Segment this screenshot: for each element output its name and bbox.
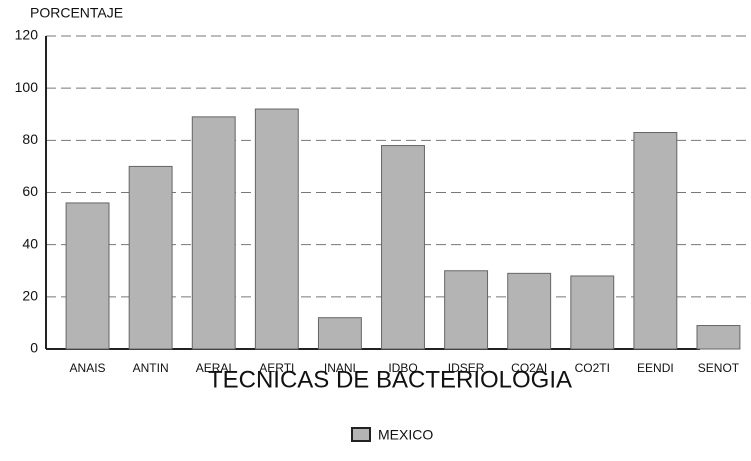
x-tick-label: AERTI (259, 361, 294, 375)
x-tick-label: SENOT (698, 361, 740, 375)
y-tick-label: 120 (15, 27, 39, 43)
x-tick-label: IDBO (388, 361, 417, 375)
bar (381, 145, 425, 350)
bar (633, 132, 678, 350)
x-tick-label: IDSER (448, 361, 485, 375)
bar (444, 270, 489, 350)
x-tick-label: ANAIS (70, 361, 106, 375)
y-axis-label: PORCENTAJE (30, 5, 123, 21)
bar (128, 165, 173, 350)
legend-label: MEXICO (378, 427, 433, 443)
x-tick-label: EENDI (637, 361, 674, 375)
bar (696, 325, 741, 350)
y-tick-label: 20 (22, 288, 38, 304)
x-tick-label: INANI (324, 361, 356, 375)
x-tick-label: ANTIN (133, 361, 169, 375)
legend-swatch (351, 427, 371, 442)
x-tick-label: AERAI (196, 361, 232, 375)
bar (65, 202, 110, 350)
bar (254, 108, 299, 350)
x-tick-label: CO2AI (511, 361, 547, 375)
bar (317, 317, 362, 350)
bar (570, 275, 615, 350)
y-tick-label: 80 (22, 131, 38, 147)
y-tick-label: 0 (30, 340, 38, 356)
y-tick-label: 40 (22, 235, 38, 251)
y-tick-label: 60 (22, 183, 38, 199)
bar (507, 272, 552, 350)
bar (191, 116, 236, 350)
y-tick-label: 100 (15, 79, 39, 95)
x-axis-label: TECNICAS DE BACTERIOLOGIA (208, 366, 572, 393)
x-tick-label: CO2TI (575, 361, 610, 375)
